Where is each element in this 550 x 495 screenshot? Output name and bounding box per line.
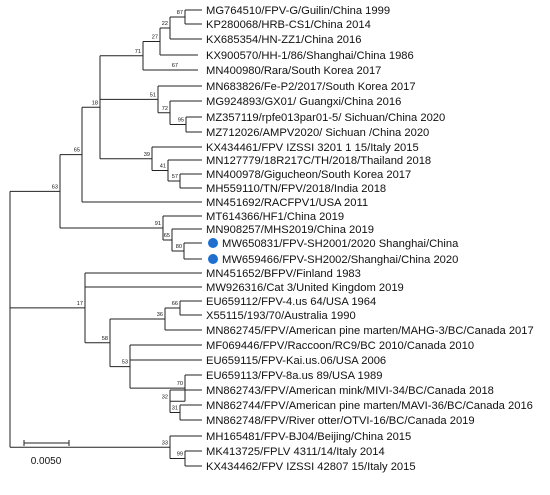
taxon-label: MN862743/FPV/American mink/MIVI-34/BC/Ca… — [206, 385, 494, 397]
bootstrap-label: 58 — [102, 336, 108, 342]
bootstrap-label: 32 — [162, 394, 168, 400]
taxon-label: MW926316/Cat 3/United Kingdom 2019 — [206, 282, 404, 294]
bootstrap-label: 53 — [122, 360, 128, 366]
taxon-label: MH165481/FPV-BJ04/Beijing/China 2015 — [206, 431, 411, 443]
bootstrap-label: 65 — [74, 148, 80, 154]
taxon-label: MN683826/Fe-P2/2017/South Korea 2017 — [206, 81, 416, 93]
bootstrap-label: 95 — [178, 118, 184, 124]
bootstrap-label: 99 — [177, 452, 183, 458]
taxon-label: MW650831/FPV-SH2001/2020 Shanghai/China — [222, 238, 459, 250]
bootstrap-values: 8722277167517295183941576563916580663617… — [52, 10, 184, 458]
taxon-label: MG924893/GX01/ Guangxi/China 2016 — [206, 96, 401, 108]
taxon-label: X55115/193/70/Australia 1990 — [206, 310, 356, 322]
taxon-label: MN400978/Gigucheon/South Korea 2017 — [206, 169, 411, 181]
taxon-label: MW659466/FPV-SH2002/Shanghai/China 2020 — [222, 254, 458, 266]
taxon-label: KP280068/HRB-CS1/China 2014 — [206, 19, 371, 31]
bootstrap-label: 17 — [77, 301, 83, 307]
bootstrap-label: 18 — [92, 100, 98, 106]
taxon-label: MN862745/FPV/American pine marten/MAHG-3… — [206, 325, 534, 337]
bootstrap-label: 31 — [172, 406, 178, 412]
taxon-label: MN400980/Rara/South Korea 2017 — [206, 65, 381, 77]
taxon-label: MK413725/FPLV 4311/14/Italy 2014 — [206, 446, 385, 458]
taxon-label: MG764510/FPV-G/Guilin/China 1999 — [206, 5, 390, 17]
bootstrap-label: 66 — [172, 301, 178, 307]
taxon-label: MN862744/FPV/American pine marten/MAVI-3… — [206, 400, 533, 412]
bootstrap-label: 51 — [150, 92, 156, 98]
bootstrap-label: 65 — [164, 233, 170, 239]
taxon-label: KX685354/HN-ZZ1/China 2016 — [206, 34, 361, 46]
bootstrap-label: 87 — [177, 10, 183, 16]
highlight-markers — [208, 238, 218, 264]
taxon-label: MZ712026/AMPV2020/ Sichuan /China 2020 — [206, 127, 429, 139]
bootstrap-label: 22 — [162, 21, 168, 27]
bootstrap-label: 72 — [162, 106, 168, 112]
taxon-label: KX900570/HH-1/86/Shanghai/China 1986 — [206, 50, 414, 62]
bootstrap-label: 63 — [52, 184, 58, 190]
bootstrap-label: 27 — [152, 35, 158, 41]
taxon-labels: MG764510/FPV-G/Guilin/China 1999 KP280068… — [206, 5, 534, 473]
taxon-label: MN908257/MHS2019/China 2019 — [206, 224, 374, 236]
taxon-label: MN127779/18R217C/TH/2018/Thailand 2018 — [206, 155, 431, 167]
taxon-label: MN451692/RACFPV1/USA 2011 — [206, 197, 368, 209]
taxon-label: MN451652/BFPV/Finland 1983 — [206, 268, 361, 280]
taxon-label: EU659115/FPV-Kai.us.06/USA 2006 — [206, 355, 386, 367]
taxon-label: MZ357119/rpfe013par01-5/ Sichuan/China 2… — [206, 112, 445, 124]
taxon-label: MH559110/TN/FPV/2018/India 2018 — [206, 183, 386, 195]
taxon-label: KX434462/FPV IZSSI 42807 15/Italy 2015 — [206, 461, 416, 473]
bootstrap-label: 36 — [157, 312, 163, 318]
tree-branches — [9, 9, 202, 467]
highlight-marker — [208, 254, 218, 264]
bootstrap-label: 57 — [172, 174, 178, 180]
bootstrap-label: 70 — [177, 381, 183, 387]
highlight-marker — [208, 238, 218, 248]
scale-bar: 0.0050 — [23, 440, 70, 467]
bootstrap-label: 71 — [135, 49, 141, 55]
taxon-label: MN862748/FPV/River otter/OTVI-16/BC/Cana… — [206, 415, 475, 427]
taxon-label: MF069446/FPV/Raccoon/RC9/BC 2010/Canada … — [206, 340, 474, 352]
bootstrap-label: 41 — [160, 164, 166, 170]
bootstrap-label: 80 — [176, 244, 182, 250]
taxon-label: EU659113/FPV-8a.us 89/USA 1989 — [206, 370, 382, 382]
taxon-label: KX434461/FPV IZSSI 3201 1 15/Italy 2015 — [206, 142, 419, 154]
taxon-label: EU659112/FPV-4.us 64/USA 1964 — [206, 296, 376, 308]
scale-bar-label: 0.0050 — [31, 456, 62, 467]
bootstrap-label: 91 — [155, 221, 161, 227]
taxon-label: MT614366/HF1/China 2019 — [206, 211, 344, 223]
bootstrap-label: 33 — [162, 440, 168, 446]
bootstrap-label: 39 — [144, 152, 150, 158]
bootstrap-label: 67 — [172, 63, 178, 69]
